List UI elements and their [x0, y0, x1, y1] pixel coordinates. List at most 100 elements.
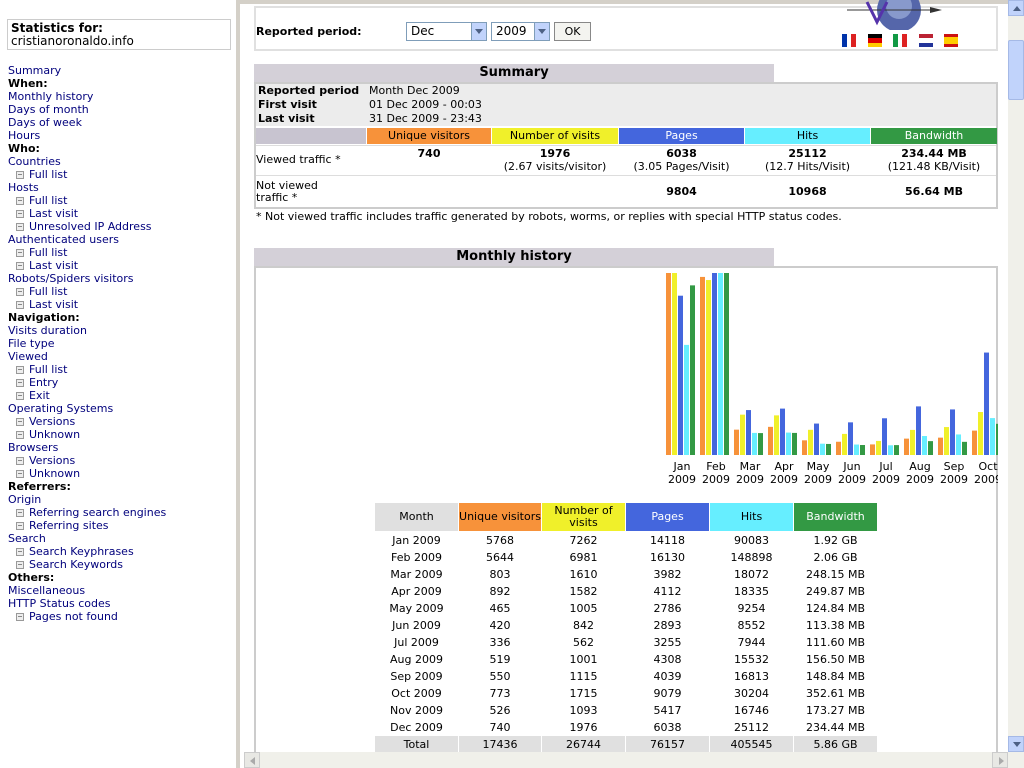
sidebar-link[interactable]: Visits duration: [8, 324, 87, 337]
sidebar-item-search-keywords[interactable]: Search Keywords: [8, 558, 236, 571]
sidebar-item-countries[interactable]: Countries: [8, 155, 236, 168]
summary-title: Summary: [254, 64, 774, 82]
vertical-scrollbar[interactable]: [1008, 0, 1024, 752]
scroll-left-icon[interactable]: [244, 752, 260, 768]
sidebar-item-origin[interactable]: Origin: [8, 493, 236, 506]
sidebar-link[interactable]: Summary: [8, 64, 62, 77]
sidebar-item-entry[interactable]: Entry: [8, 376, 236, 389]
sidebar-item-search-keyphrases[interactable]: Search Keyphrases: [8, 545, 236, 558]
sidebar-link[interactable]: Countries: [8, 155, 61, 168]
sidebar-link[interactable]: File type: [8, 337, 55, 350]
sidebar-link[interactable]: Full list: [29, 363, 68, 376]
sidebar-link[interactable]: Versions: [29, 454, 76, 467]
sidebar-link[interactable]: Robots/Spiders visitors: [8, 272, 134, 285]
sidebar-item-file-type[interactable]: File type: [8, 337, 236, 350]
sidebar-link[interactable]: Entry: [29, 376, 59, 389]
history-cell: 336: [489, 636, 511, 649]
sidebar-item-miscellaneous[interactable]: Miscellaneous: [8, 584, 236, 597]
sidebar-link[interactable]: Unknown: [29, 428, 81, 441]
sidebar-link[interactable]: Days of month: [8, 103, 89, 116]
sidebar-item-referring-search-engines[interactable]: Referring search engines: [8, 506, 236, 519]
sidebar-item-last-visit[interactable]: Last visit: [8, 207, 236, 220]
scroll-thumb[interactable]: [1008, 40, 1024, 100]
sidebar-link[interactable]: Search Keywords: [29, 558, 123, 571]
sidebar-item-http-status-codes[interactable]: HTTP Status codes: [8, 597, 236, 610]
sidebar-item-versions[interactable]: Versions: [8, 454, 236, 467]
flag-fr-icon[interactable]: [842, 34, 856, 47]
sidebar-link[interactable]: Search: [8, 532, 46, 545]
sidebar-link[interactable]: Unknown: [29, 467, 81, 480]
sidebar-item-last-visit[interactable]: Last visit: [8, 259, 236, 272]
month-select[interactable]: Dec: [406, 22, 487, 41]
chevron-down-icon[interactable]: [534, 23, 549, 40]
sidebar-item-pages-not-found[interactable]: Pages not found: [8, 610, 236, 623]
sidebar-item-referring-sites[interactable]: Referring sites: [8, 519, 236, 532]
sidebar-item-summary[interactable]: Summary: [8, 64, 236, 77]
sidebar-item-full-list[interactable]: Full list: [8, 285, 236, 298]
sidebar-item-last-visit[interactable]: Last visit: [8, 298, 236, 311]
sidebar-item-monthly-history[interactable]: Monthly history: [8, 90, 236, 103]
sidebar-link[interactable]: Viewed: [8, 350, 48, 363]
sidebar-link[interactable]: Versions: [29, 415, 76, 428]
sidebar-link[interactable]: Unresolved IP Address: [29, 220, 152, 233]
sidebar-link[interactable]: Operating Systems: [8, 402, 114, 415]
sidebar-item-hours[interactable]: Hours: [8, 129, 236, 142]
scroll-right-icon[interactable]: [992, 752, 1008, 768]
year-select[interactable]: 2009: [491, 22, 550, 41]
sidebar-item-viewed[interactable]: Viewed: [8, 350, 236, 363]
sidebar-link[interactable]: Pages not found: [29, 610, 118, 623]
sidebar-item-full-list[interactable]: Full list: [8, 246, 236, 259]
sidebar-item-unknown[interactable]: Unknown: [8, 467, 236, 480]
horizontal-scrollbar[interactable]: [244, 752, 1024, 768]
sidebar-link[interactable]: Referring search engines: [29, 506, 167, 519]
sidebar-item-unresolved-ip-address[interactable]: Unresolved IP Address: [8, 220, 236, 233]
scroll-down-icon[interactable]: [1008, 736, 1024, 752]
sidebar-link[interactable]: Full list: [29, 246, 68, 259]
sidebar-link[interactable]: Monthly history: [8, 90, 94, 103]
sidebar-link[interactable]: Browsers: [8, 441, 59, 454]
sidebar-item-authenticated-users[interactable]: Authenticated users: [8, 233, 236, 246]
sidebar-link[interactable]: Last visit: [29, 298, 79, 311]
sidebar-link[interactable]: Days of week: [8, 116, 82, 129]
sidebar-item-search[interactable]: Search: [8, 532, 236, 545]
sidebar-item-versions[interactable]: Versions: [8, 415, 236, 428]
sidebar-item-full-list[interactable]: Full list: [8, 194, 236, 207]
sidebar-item-robots-spiders-visitors[interactable]: Robots/Spiders visitors: [8, 272, 236, 285]
sidebar-link[interactable]: Miscellaneous: [8, 584, 86, 597]
sidebar-item-exit[interactable]: Exit: [8, 389, 236, 402]
sidebar-link[interactable]: Authenticated users: [8, 233, 119, 246]
chart-x-label: 2009: [736, 473, 764, 486]
sidebar-item-unknown[interactable]: Unknown: [8, 428, 236, 441]
sidebar-item-full-list[interactable]: Full list: [8, 168, 236, 181]
sidebar-link[interactable]: Full list: [29, 285, 68, 298]
sub-item-icon: [16, 561, 24, 569]
flag-es-icon[interactable]: [944, 34, 958, 47]
bar-pages-2: [746, 410, 751, 455]
sidebar-item-days-of-month[interactable]: Days of month: [8, 103, 236, 116]
flag-it-icon[interactable]: [893, 34, 907, 47]
sidebar-link[interactable]: Full list: [29, 168, 68, 181]
flag-nl-icon[interactable]: [918, 34, 933, 47]
sidebar-link[interactable]: Exit: [29, 389, 50, 402]
sidebar-link[interactable]: Origin: [8, 493, 42, 506]
sidebar-item-operating-systems[interactable]: Operating Systems: [8, 402, 236, 415]
sidebar-item-browsers[interactable]: Browsers: [8, 441, 236, 454]
sidebar-link[interactable]: Referring sites: [29, 519, 109, 532]
chevron-down-icon[interactable]: [471, 23, 486, 40]
sidebar-link[interactable]: Last visit: [29, 259, 79, 272]
flag-de-icon[interactable]: [867, 34, 882, 47]
sidebar-link[interactable]: Last visit: [29, 207, 79, 220]
sidebar-link[interactable]: Search Keyphrases: [29, 545, 134, 558]
sidebar-link[interactable]: Full list: [29, 194, 68, 207]
sidebar-link[interactable]: Hours: [8, 129, 41, 142]
scroll-up-icon[interactable]: [1008, 0, 1024, 16]
ok-button[interactable]: OK: [554, 22, 591, 41]
sidebar-link[interactable]: Hosts: [8, 181, 39, 194]
sidebar-item-days-of-week[interactable]: Days of week: [8, 116, 236, 129]
sidebar-item-hosts[interactable]: Hosts: [8, 181, 236, 194]
sidebar-item-visits-duration[interactable]: Visits duration: [8, 324, 236, 337]
bar-pages-9: [984, 352, 989, 455]
sidebar-item-full-list[interactable]: Full list: [8, 363, 236, 376]
sidebar-link[interactable]: HTTP Status codes: [8, 597, 111, 610]
history-cell: 5644: [486, 551, 514, 564]
